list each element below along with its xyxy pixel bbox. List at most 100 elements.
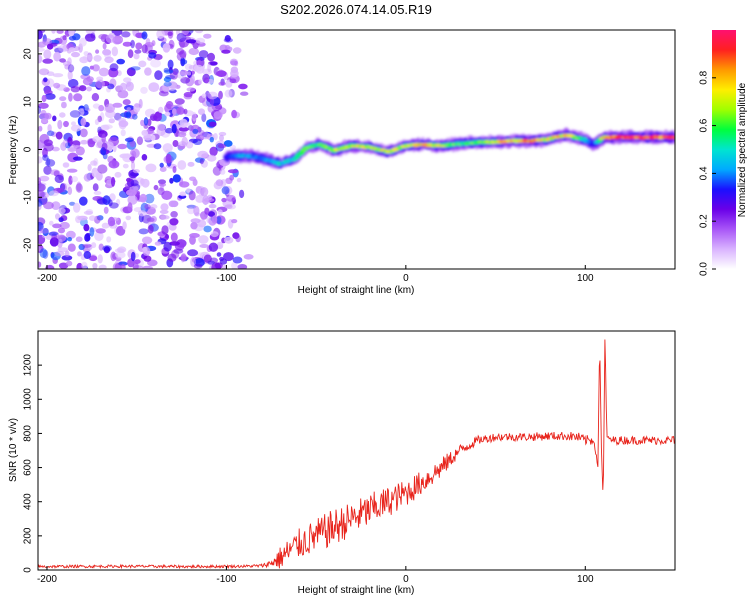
noise-blob: [199, 158, 204, 165]
spectrogram-y-label: Frequency (Hz): [8, 116, 19, 185]
noise-blob: [219, 134, 224, 142]
noise-blob: [54, 174, 64, 184]
noise-blob: [117, 246, 127, 253]
y-tick-label: 0: [23, 567, 34, 573]
noise-blob: [98, 67, 109, 77]
noise-blob: [115, 225, 126, 236]
colorbar-ticks: 0.0 0.2 0.4 0.6 0.8: [699, 70, 716, 276]
noise-blob: [59, 35, 68, 45]
noise-blob: [167, 31, 173, 36]
noise-blob: [210, 231, 219, 238]
noise-blob: [202, 68, 212, 75]
trace-core: [671, 136, 675, 140]
noise-blob: [146, 217, 155, 223]
noise-blob: [141, 129, 148, 137]
noise-blob: [199, 244, 209, 248]
noise-blob: [68, 47, 76, 53]
noise-blob: [92, 183, 99, 192]
noise-blob: [125, 81, 134, 92]
noise-blob: [42, 58, 53, 64]
noise-blob: [217, 143, 227, 149]
noise-blob: [143, 255, 152, 262]
noise-blob: [180, 77, 191, 84]
noise-blob: [207, 104, 215, 113]
noise-blob: [196, 129, 205, 136]
noise-blob: [194, 30, 204, 34]
noise-blob: [180, 254, 188, 261]
noise-blob: [83, 173, 92, 182]
noise-blob: [72, 156, 83, 161]
noise-blob: [181, 136, 188, 147]
noise-blob: [188, 190, 196, 201]
noise-blob: [87, 138, 96, 148]
noise-blob: [58, 44, 69, 53]
noise-blob: [129, 156, 136, 161]
noise-blob: [154, 70, 163, 81]
y-tick-label: 200: [23, 527, 34, 544]
noise-blob: [53, 82, 61, 89]
noise-blob: [156, 30, 165, 39]
noise-blob: [89, 65, 94, 70]
noise-blob: [57, 227, 66, 234]
noise-blob: [150, 215, 157, 223]
noise-blob: [46, 71, 55, 76]
noise-blob: [98, 104, 105, 112]
noise-blob: [45, 264, 55, 269]
noise-blob: [221, 197, 227, 203]
noise-blob: [138, 228, 149, 235]
noise-blob: [55, 131, 63, 140]
noise-blob: [170, 211, 178, 218]
spectrogram-y-ticks: -20 -10 0 10 20: [23, 48, 42, 252]
noise-blob: [105, 103, 115, 113]
noise-blob: [185, 39, 197, 44]
noise-blob: [187, 249, 199, 257]
noise-blob: [83, 104, 89, 112]
noise-blob: [67, 186, 73, 195]
y-tick-label: -20: [23, 237, 34, 252]
noise-blob: [126, 177, 132, 183]
noise-blob: [103, 206, 109, 214]
noise-blob: [122, 221, 127, 230]
noise-blob: [102, 245, 112, 252]
noise-blob: [120, 112, 132, 118]
noise-blob: [93, 158, 99, 167]
noise-blob: [161, 37, 167, 43]
spectrogram-noise-layer: [38, 30, 254, 269]
noise-blob: [186, 87, 196, 92]
noise-blob: [130, 179, 139, 187]
noise-blob: [209, 146, 218, 157]
noise-blob: [43, 49, 52, 60]
noise-blob: [129, 140, 136, 148]
noise-blob: [69, 110, 81, 118]
noise-blob: [231, 219, 238, 224]
noise-blob: [59, 58, 66, 63]
noise-blob: [134, 49, 142, 54]
noise-blob: [192, 111, 197, 122]
noise-blob: [229, 78, 237, 84]
noise-blob: [203, 33, 212, 39]
noise-blob: [63, 120, 69, 128]
noise-blob: [92, 136, 102, 143]
noise-blob: [89, 255, 98, 262]
noise-blob: [201, 113, 207, 123]
noise-blob: [109, 193, 116, 202]
noise-blob: [38, 68, 50, 76]
y-tick-label: 0: [23, 146, 34, 152]
noise-blob: [64, 64, 70, 70]
noise-blob: [211, 215, 218, 224]
noise-blob: [147, 224, 154, 234]
noise-blob: [162, 43, 171, 53]
noise-blob: [70, 86, 81, 93]
noise-blob: [93, 55, 102, 62]
noise-blob: [67, 147, 77, 152]
noise-blob: [49, 237, 59, 247]
colorbar-tick-label: 0.0: [699, 262, 710, 276]
noise-blob: [178, 127, 189, 132]
noise-blob: [49, 190, 59, 197]
noise-blob: [59, 96, 67, 102]
noise-blob: [44, 93, 56, 100]
noise-blob: [149, 115, 158, 121]
noise-blob: [58, 217, 64, 223]
noise-blob: [68, 92, 73, 102]
noise-blob: [108, 160, 120, 169]
